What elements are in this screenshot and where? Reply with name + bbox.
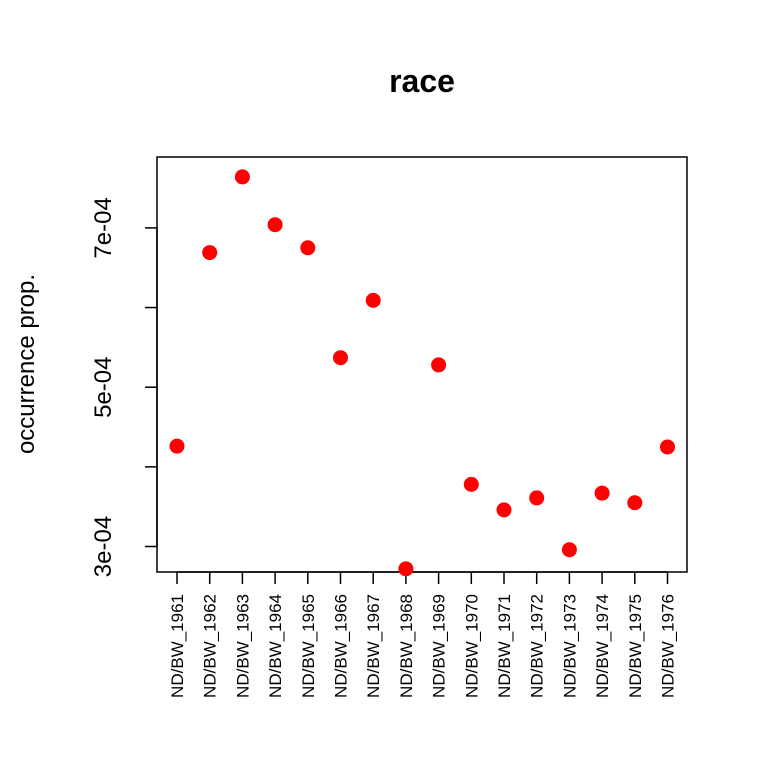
y-axis-label: occurrence prop. bbox=[13, 274, 40, 454]
x-tick-label: ND/BW_1964 bbox=[266, 594, 285, 698]
x-tick-label: ND/BW_1965 bbox=[299, 594, 318, 698]
y-axis: 3e-04 5e-04 7e-04 bbox=[90, 197, 158, 577]
plot-area-frame bbox=[156, 156, 688, 573]
x-tick-label: ND/BW_1975 bbox=[626, 594, 645, 698]
x-tick-label: ND/BW_1976 bbox=[659, 594, 678, 698]
x-tick-label: ND/BW_1967 bbox=[364, 594, 383, 698]
data-point bbox=[496, 502, 512, 518]
x-tick-label: ND/BW_1963 bbox=[233, 594, 252, 698]
x-tick-label: ND/BW_1973 bbox=[560, 594, 579, 698]
data-point bbox=[660, 439, 675, 455]
y-tick-label: 5e-04 bbox=[90, 357, 117, 418]
data-point bbox=[627, 495, 643, 511]
data-point bbox=[333, 350, 348, 366]
chart-title: race bbox=[389, 63, 455, 99]
y-tick-label: 3e-04 bbox=[90, 516, 117, 577]
data-point bbox=[365, 292, 381, 308]
data-point bbox=[561, 542, 577, 558]
x-tick-label: ND/BW_1971 bbox=[495, 594, 514, 698]
data-point bbox=[529, 490, 545, 506]
data-point bbox=[431, 357, 447, 373]
x-tick-label: ND/BW_1970 bbox=[462, 594, 481, 698]
x-tick-label: ND/BW_1966 bbox=[332, 594, 351, 698]
x-tick-label: ND/BW_1972 bbox=[528, 594, 547, 698]
x-tick-label: ND/BW_1962 bbox=[201, 594, 220, 698]
data-point bbox=[202, 245, 218, 261]
y-tick-label: 7e-04 bbox=[90, 197, 117, 258]
data-point bbox=[463, 476, 479, 492]
x-tick-label: ND/BW_1969 bbox=[430, 594, 449, 698]
data-point bbox=[169, 438, 185, 454]
data-point bbox=[267, 217, 283, 233]
x-tick-label: ND/BW_1961 bbox=[168, 594, 187, 698]
x-tick-label: ND/BW_1968 bbox=[397, 594, 416, 698]
data-point bbox=[300, 240, 316, 256]
data-points bbox=[169, 169, 675, 577]
data-point bbox=[594, 485, 610, 501]
x-tick-label: ND/BW_1974 bbox=[593, 594, 612, 698]
x-axis: ND/BW_1961 ND/BW_1962 ND/BW_1963 ND/BW_1964… bbox=[168, 571, 678, 698]
data-point bbox=[398, 561, 414, 577]
data-point bbox=[234, 169, 250, 185]
